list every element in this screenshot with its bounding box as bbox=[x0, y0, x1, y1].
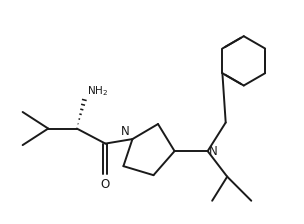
Text: N: N bbox=[209, 145, 218, 158]
Text: O: O bbox=[101, 178, 110, 191]
Text: N: N bbox=[121, 125, 130, 138]
Text: NH$_2$: NH$_2$ bbox=[87, 85, 108, 99]
